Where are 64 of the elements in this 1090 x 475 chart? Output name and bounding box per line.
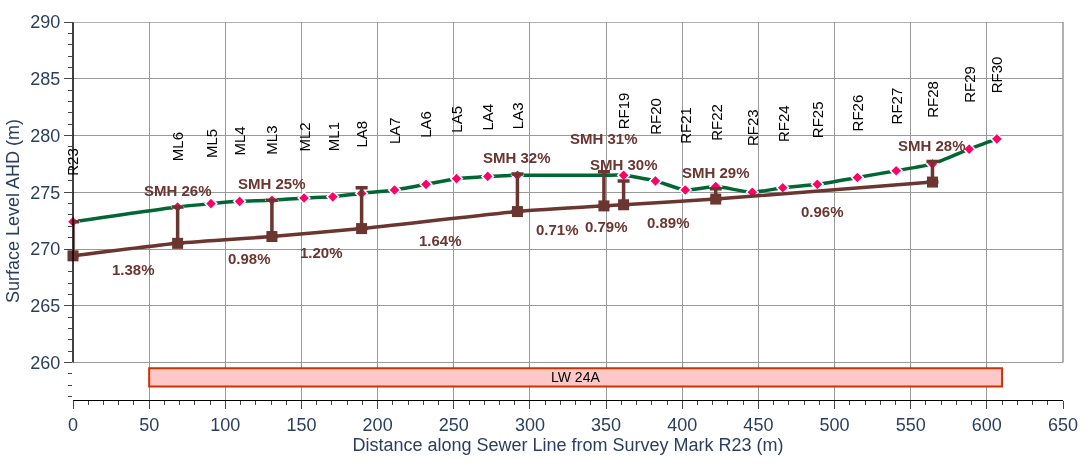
y-tick-label: 265 — [30, 296, 61, 317]
data-label: RF19 — [614, 92, 632, 130]
x-tick-label: 450 — [743, 414, 774, 435]
x-tick-label: 150 — [286, 414, 317, 435]
annotation: 0.98% — [228, 250, 271, 267]
data-label: RF25 — [808, 101, 826, 139]
x-tick-label: 50 — [139, 414, 160, 435]
annotation: 0.71% — [536, 221, 579, 238]
annotation: SMH 29% — [682, 164, 750, 181]
data-label: ML4 — [230, 126, 248, 156]
y-tick-label: 285 — [30, 69, 61, 90]
y-tick-label: 270 — [30, 239, 61, 260]
data-label: RF22 — [707, 104, 725, 141]
annotation: 1.64% — [419, 232, 462, 249]
x-tick-label: 600 — [971, 414, 1002, 435]
x-tick-label: 0 — [67, 414, 79, 435]
y-tick-label: 275 — [30, 182, 61, 203]
annotation: SMH 25% — [238, 175, 306, 192]
annotation: 1.38% — [112, 261, 155, 278]
annotation: 1.20% — [300, 244, 343, 261]
data-label: RF30 — [988, 56, 1006, 94]
data-label: LA4 — [478, 103, 496, 131]
annotation: SMH 26% — [144, 182, 212, 199]
annotation: 0.89% — [647, 214, 690, 231]
data-label: ML1 — [324, 121, 342, 152]
y-tick-label: 290 — [30, 12, 61, 33]
x-tick-label: 350 — [591, 414, 622, 435]
data-label: LA3 — [508, 102, 526, 130]
annotation: SMH 28% — [898, 137, 966, 154]
x-tick-label: 300 — [514, 414, 545, 435]
x-tick-label: 650 — [1047, 414, 1079, 435]
annotation: SMH 31% — [570, 130, 638, 147]
x-tick-label: 400 — [667, 414, 698, 435]
data-label: LA8 — [352, 120, 370, 148]
data-label: RF24 — [774, 105, 792, 142]
x-tick-label: 500 — [819, 414, 850, 435]
y-axis-title: Surface Level AHD (m) — [2, 118, 23, 304]
data-label: RF27 — [888, 87, 906, 125]
y-tick-label: 280 — [30, 125, 61, 146]
data-label: RF20 — [647, 98, 664, 135]
data-label: LA6 — [417, 111, 435, 138]
data-label: ML5 — [202, 128, 220, 159]
band-label: LW 24A — [551, 369, 601, 385]
data-label: RF28 — [924, 81, 942, 118]
x-axis-title: Distance along Sewer Line from Survey Mark R23 (m) — [352, 434, 784, 455]
annotation: SMH 32% — [483, 149, 551, 166]
data-label: LA5 — [448, 105, 466, 133]
data-label: ML3 — [263, 125, 281, 155]
data-label: R23 — [64, 148, 82, 176]
annotation: 0.96% — [801, 203, 844, 220]
data-label: ML2 — [295, 122, 313, 152]
data-label: ML6 — [169, 131, 187, 162]
annotation: SMH 30% — [590, 156, 658, 173]
data-label: LA7 — [386, 117, 404, 145]
annotation: 0.79% — [585, 218, 628, 235]
data-label: RF26 — [849, 94, 867, 132]
data-label: RF29 — [960, 66, 978, 103]
data-label: RF21 — [676, 107, 694, 144]
data-label: RF23 — [743, 109, 761, 147]
x-tick-label: 550 — [895, 414, 926, 435]
x-tick-label: 250 — [438, 414, 469, 435]
x-tick-label: 200 — [362, 414, 393, 435]
x-tick-label: 100 — [210, 414, 241, 435]
y-tick-label: 260 — [30, 352, 61, 373]
